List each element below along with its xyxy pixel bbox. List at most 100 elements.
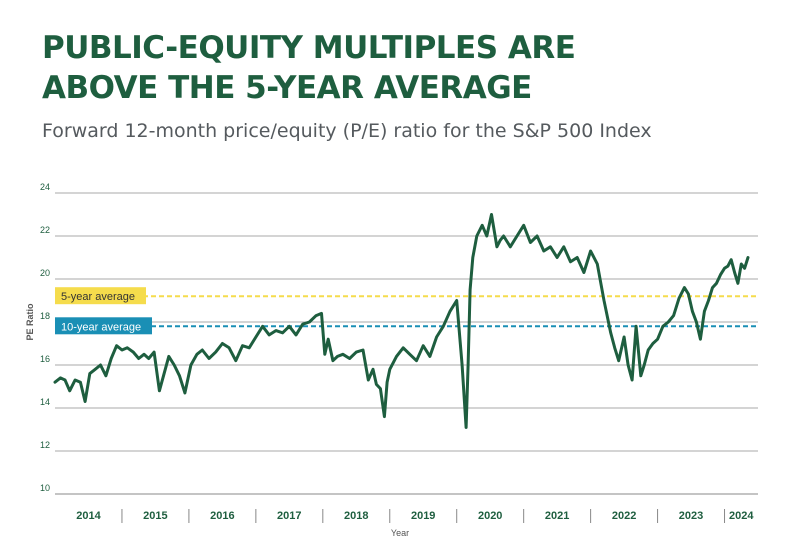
data-point (617, 359, 620, 362)
y-tick-label: 10 (40, 483, 50, 493)
data-point (89, 372, 91, 375)
data-point (467, 364, 469, 366)
x-axis: 2014 2015 2016 2017 2018 2019 2020 2021 2022 2023… (76, 509, 754, 523)
data-point (481, 224, 484, 227)
data-point (362, 349, 364, 351)
data-point (332, 359, 334, 362)
data-point (228, 347, 230, 349)
data-point (465, 426, 467, 429)
x-tick-label: 2019 (411, 510, 435, 522)
x-axis-label: Year (391, 528, 409, 538)
data-point (678, 297, 680, 300)
data-point (308, 321, 311, 323)
data-point (703, 310, 706, 313)
data-point (469, 289, 471, 291)
data-point (549, 246, 552, 248)
data-point (386, 381, 388, 384)
data-point (486, 235, 488, 237)
y-tick-label: 14 (40, 397, 50, 407)
data-point (623, 336, 625, 338)
x-tick-label: 2022 (612, 510, 636, 522)
data-point (147, 357, 150, 360)
data-point (719, 273, 722, 276)
chart-title: PUBLIC-EQUITY MULTIPLES ARE ABOVE THE 5-Y… (42, 28, 576, 108)
data-point (235, 359, 237, 362)
data-point (672, 314, 675, 317)
data-point (336, 355, 339, 358)
reference-label: 10-year average (61, 321, 141, 333)
data-point (737, 282, 739, 285)
x-tick-label: 2015 (143, 510, 167, 522)
data-point (383, 415, 386, 418)
data-point (667, 321, 670, 323)
data-point (288, 325, 291, 328)
data-point (461, 364, 463, 366)
data-point (64, 379, 66, 381)
data-point (529, 241, 532, 244)
data-point (261, 325, 264, 328)
data-point (178, 375, 181, 377)
data-point (355, 351, 358, 353)
data-point (556, 256, 558, 259)
data-point (389, 368, 391, 371)
x-tick-label: 2017 (277, 510, 301, 522)
data-point (367, 379, 370, 381)
data-point (699, 338, 702, 341)
y-tick-label: 16 (40, 354, 50, 364)
data-point (643, 364, 645, 366)
data-point (201, 349, 204, 351)
data-point (342, 353, 344, 356)
data-point (640, 375, 642, 377)
data-point (509, 246, 512, 248)
x-tick-label: 2023 (679, 510, 703, 522)
data-point (190, 364, 192, 366)
gridlines (55, 192, 758, 495)
data-point (715, 282, 718, 285)
x-tick-label: 2014 (76, 510, 101, 522)
data-point (315, 314, 317, 317)
data-point (543, 250, 545, 252)
data-point (472, 256, 474, 259)
data-point (372, 368, 374, 371)
title-line-2: ABOVE THE 5-YEAR AVERAGE (42, 70, 532, 106)
y-tick-label: 20 (40, 268, 50, 278)
data-point (435, 336, 438, 338)
data-point (576, 256, 578, 259)
data-point (747, 256, 749, 259)
x-tick-label: 2024 (729, 510, 754, 522)
data-point (442, 325, 445, 328)
data-point (158, 390, 161, 392)
data-point (168, 355, 170, 358)
data-point (54, 381, 56, 384)
data-point (301, 323, 304, 326)
data-point (656, 338, 659, 341)
title-line-1: PUBLIC-EQUITY MULTIPLES ARE (42, 30, 576, 66)
data-point (613, 347, 616, 349)
data-point (730, 258, 732, 261)
data-point (502, 235, 505, 237)
y-tick-label: 18 (40, 311, 50, 321)
data-point (652, 342, 654, 345)
x-tick-label: 2016 (210, 510, 234, 522)
data-point (429, 355, 431, 358)
data-point (115, 344, 118, 347)
data-point (589, 250, 592, 252)
y-axis-ticks: 10 12 14 16 18 20 22 24 (40, 182, 50, 493)
data-point (132, 351, 135, 353)
data-point (143, 353, 145, 356)
data-point (68, 390, 71, 392)
data-point (214, 351, 217, 353)
data-point (683, 286, 686, 289)
series-layer (53, 213, 750, 429)
data-point (691, 310, 694, 313)
data-point (409, 353, 411, 356)
data-point (662, 325, 664, 328)
data-point (162, 375, 165, 377)
data-point (476, 235, 478, 237)
data-point (348, 357, 351, 360)
data-point (631, 379, 633, 381)
data-point (743, 267, 746, 270)
data-point (110, 357, 112, 360)
y-tick-label: 12 (40, 440, 50, 450)
